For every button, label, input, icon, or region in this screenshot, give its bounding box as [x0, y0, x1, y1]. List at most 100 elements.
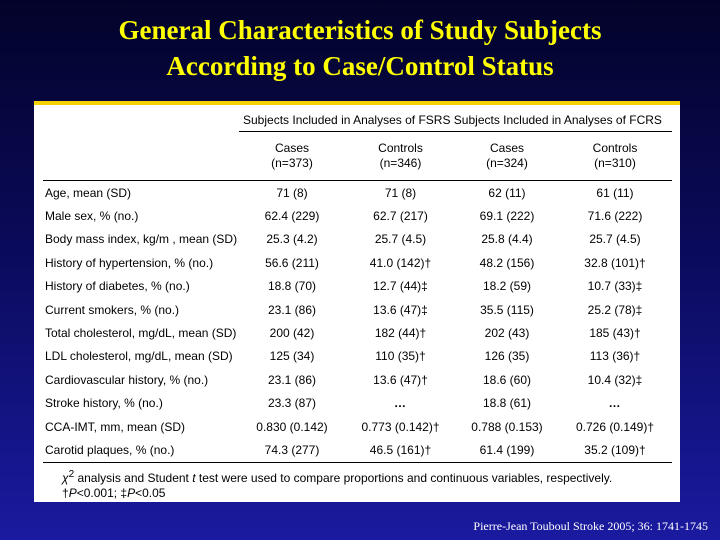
footnote-text-b: test were used to compare proportions an…	[195, 471, 613, 485]
table-row: Total cholesterol, mg/dL, mean (SD) 200 (…	[43, 321, 672, 344]
column-header-row: Cases (n=373) Controls (n=346) Cases (n=324…	[43, 131, 672, 181]
table-row: Body mass index, kg/m , mean (SD) 25.3 (4…	[43, 228, 672, 251]
column-header-blank	[43, 131, 239, 181]
cell-value: 182 (44)†	[374, 326, 427, 341]
cell-value: 62.7 (217)	[373, 209, 428, 224]
cell-value: 18.2 (59)	[482, 279, 532, 294]
cell-value: 46.5 (161)†	[345, 438, 456, 463]
column-n: (n=324)	[486, 156, 528, 170]
table-row: LDL cholesterol, mg/dL, mean (SD) 125 (34…	[43, 345, 672, 368]
p-symbol: P	[127, 486, 136, 500]
cell-value: 110 (35)†	[375, 349, 426, 364]
group-fsrs: Subjects Included in Analyses of FSRS	[243, 113, 451, 127]
row-label: Carotid plaques, % (no.)	[43, 438, 239, 463]
row-label: Male sex, % (no.)	[45, 209, 139, 224]
cell-value: 10.7 (33)‡	[587, 279, 643, 294]
cell-value: 23.1 (86)	[267, 302, 317, 317]
cell-value: 61.4 (199)	[456, 438, 558, 463]
p-symbol: P	[68, 486, 77, 500]
cell-value: 13.6 (47)‡	[373, 302, 428, 317]
cell-value: 41.0 (142)†	[369, 255, 432, 270]
cell-value: 35.2 (109)†	[558, 438, 672, 463]
column-n: (n=346)	[379, 156, 422, 170]
title-line-1: General Characteristics of Study Subject…	[118, 15, 602, 45]
row-label: Total cholesterol, mg/dL, mean (SD)	[45, 326, 237, 341]
column-n: (n=310)	[594, 156, 636, 170]
table-row: Cardiovascular history, % (no.) 23.1 (86)…	[43, 368, 672, 391]
cell-value: 32.8 (101)†	[584, 255, 646, 270]
group-header-blank	[43, 109, 239, 132]
footnote-text-a: analysis and Student	[74, 471, 193, 485]
cell-value: 61 (11)	[596, 185, 634, 200]
table-body: Age, mean (SD) 71 (8) 71 (8) 62 (11) 61 (11)…	[43, 181, 672, 463]
column-name: Cases	[489, 141, 524, 155]
dagger-symbol: †	[62, 486, 69, 500]
row-label: Stroke history, % (no.)	[45, 396, 163, 411]
cell-value: 71 (8)	[276, 185, 308, 200]
table-footnote: χ2 analysis and Student t test were used…	[62, 467, 672, 501]
cell-value: 48.2 (156)	[479, 255, 535, 270]
table-row: Carotid plaques, % (no.) 74.3 (277) 46.5 (…	[43, 438, 672, 463]
table-row: CCA-IMT, mm, mean (SD) 0.830 (0.142) 0.773…	[43, 415, 672, 438]
cell-value: …	[608, 396, 622, 411]
cell-value: 18.8 (70)	[267, 279, 317, 294]
group-header-row: Subjects Included in Analyses of FSRS Su…	[43, 109, 672, 132]
citation: Pierre-Jean Touboul Stroke 2005; 36: 174…	[473, 519, 708, 533]
table-row: History of hypertension, % (no.) 56.6 (21…	[43, 251, 672, 274]
cell-value: 25.2 (78)‡	[587, 302, 643, 317]
cell-value: 0.773 (0.142)†	[361, 419, 440, 434]
cell-value: 25.7 (4.5)	[589, 232, 641, 247]
table-row: Stroke history, % (no.) 23.3 (87) … 18.8 (6…	[43, 392, 672, 415]
cell-value: 200 (42)	[269, 326, 315, 341]
group-header-cell: Subjects Included in Analyses of FSRS Su…	[239, 109, 672, 132]
column-header: Cases (n=373)	[239, 131, 345, 181]
cell-value: 23.1 (86)	[267, 372, 317, 387]
row-label: Body mass index, kg/m , mean (SD)	[45, 232, 238, 247]
cell-value: 202 (43)	[484, 326, 530, 341]
t-symbol: t	[192, 471, 196, 485]
row-label: CCA-IMT, mm, mean (SD)	[45, 419, 186, 434]
cell-value: 13.6 (47)†	[373, 372, 428, 387]
cell-value: 0.788 (0.153)	[471, 419, 543, 434]
column-n: (n=373)	[271, 156, 313, 170]
cell-value: …	[394, 396, 407, 411]
cell-value: 125 (34)	[269, 349, 315, 364]
cell-value: 126 (35)	[484, 349, 530, 364]
cell-value: 0.830 (0.142)	[256, 419, 328, 434]
cell-value: 71.6 (222)	[587, 209, 643, 224]
group-fcrs: Subjects Included in Analyses of FCRS	[453, 113, 662, 127]
cell-value: 18.8 (61)	[482, 396, 532, 411]
cell-value: 74.3 (277)	[239, 438, 345, 463]
cell-value: 113 (36)†	[589, 349, 641, 364]
slide-title: General Characteristics of Study Subject…	[0, 12, 720, 84]
cell-value: 69.1 (222)	[479, 209, 535, 224]
cell-value: 25.8 (4.4)	[481, 232, 533, 247]
cell-value: 23.3 (87)	[267, 396, 317, 411]
cell-value: 62.4 (229)	[264, 209, 320, 224]
cell-value: 25.3 (4.2)	[266, 232, 318, 247]
footnote-line-1: χ2 analysis and Student t test were used…	[62, 467, 672, 486]
column-header: Controls (n=310)	[558, 131, 672, 181]
row-label: History of hypertension, % (no.)	[45, 255, 214, 270]
chi-symbol: χ	[62, 471, 69, 485]
table-row: Male sex, % (no.) 62.4 (229) 62.7 (217) 69.…	[43, 204, 672, 227]
cell-value: 10.4 (32)‡	[587, 372, 643, 387]
table-row: History of diabetes, % (no.) 18.8 (70) 12.…	[43, 275, 672, 298]
cell-value: 56.6 (211)	[265, 255, 319, 270]
table-row: Current smokers, % (no.) 23.1 (86) 13.6 (4…	[43, 298, 672, 321]
cell-value: 0.726 (0.149)†	[575, 419, 655, 434]
column-header: Cases (n=324)	[456, 131, 558, 181]
column-header: Controls (n=346)	[345, 131, 456, 181]
row-label: Cardiovascular history, % (no.)	[45, 372, 209, 387]
chi-superscript: 2	[68, 469, 75, 480]
cell-value: 18.6 (60)	[482, 372, 532, 387]
table-row: Age, mean (SD) 71 (8) 71 (8) 62 (11) 61 (11)	[43, 181, 672, 205]
footnote-line-2: †P<0.001; ‡P<0.05	[62, 486, 672, 501]
cell-value: 25.7 (4.5)	[374, 232, 427, 247]
cell-value: 185 (43)†	[589, 326, 641, 341]
characteristics-table: Subjects Included in Analyses of FSRS Su…	[43, 109, 672, 463]
column-name: Cases	[274, 141, 309, 155]
column-name: Controls	[592, 141, 638, 155]
cell-value: 35.5 (115)	[480, 302, 534, 317]
title-line-2: According to Case/Control Status	[166, 51, 554, 81]
